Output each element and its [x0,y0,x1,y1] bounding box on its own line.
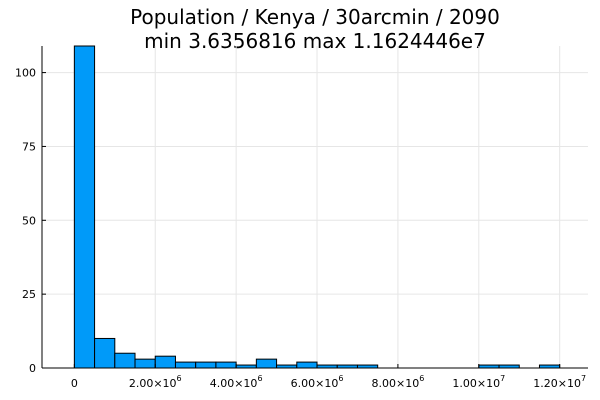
histogram-bar [94,337,116,369]
x-tick-label: 4.00×106 [210,374,263,390]
histogram-bar [174,361,197,369]
grid [42,46,588,369]
histogram-bar [154,355,176,369]
x-tick-label: 1.00×107 [452,374,505,390]
y-tick-label: 75 [22,140,36,153]
histogram-bar [255,358,278,369]
histogram-bar [296,361,318,369]
chart-subtitle: min 3.6356816 max 1.1624446e7 [144,29,486,53]
histogram-bar [215,361,237,369]
x-tick-label: 0 [71,377,78,390]
bars [73,45,561,369]
y-tick-label: 100 [15,67,36,80]
histogram-bar [73,45,96,369]
histogram-bar [114,352,136,369]
x-tick-label: 6.00×106 [291,374,344,390]
x-tick-label: 8.00×106 [372,374,425,390]
tick-labels: 0 25 50 75 100 0 2.00×106 4.00×106 6.00×106 8.00×… [15,67,586,390]
histogram-bar [134,358,156,369]
x-tick-label: 2.00×106 [129,374,182,390]
axes [41,46,588,369]
y-tick-label: 0 [29,362,36,375]
y-tick-label: 25 [22,288,36,301]
x-tick-label: 1.20×107 [533,374,586,390]
y-tick-label: 50 [22,214,36,227]
chart-title: Population / Kenya / 30arcmin / 2090 [130,5,500,29]
histogram-bar [195,361,217,369]
